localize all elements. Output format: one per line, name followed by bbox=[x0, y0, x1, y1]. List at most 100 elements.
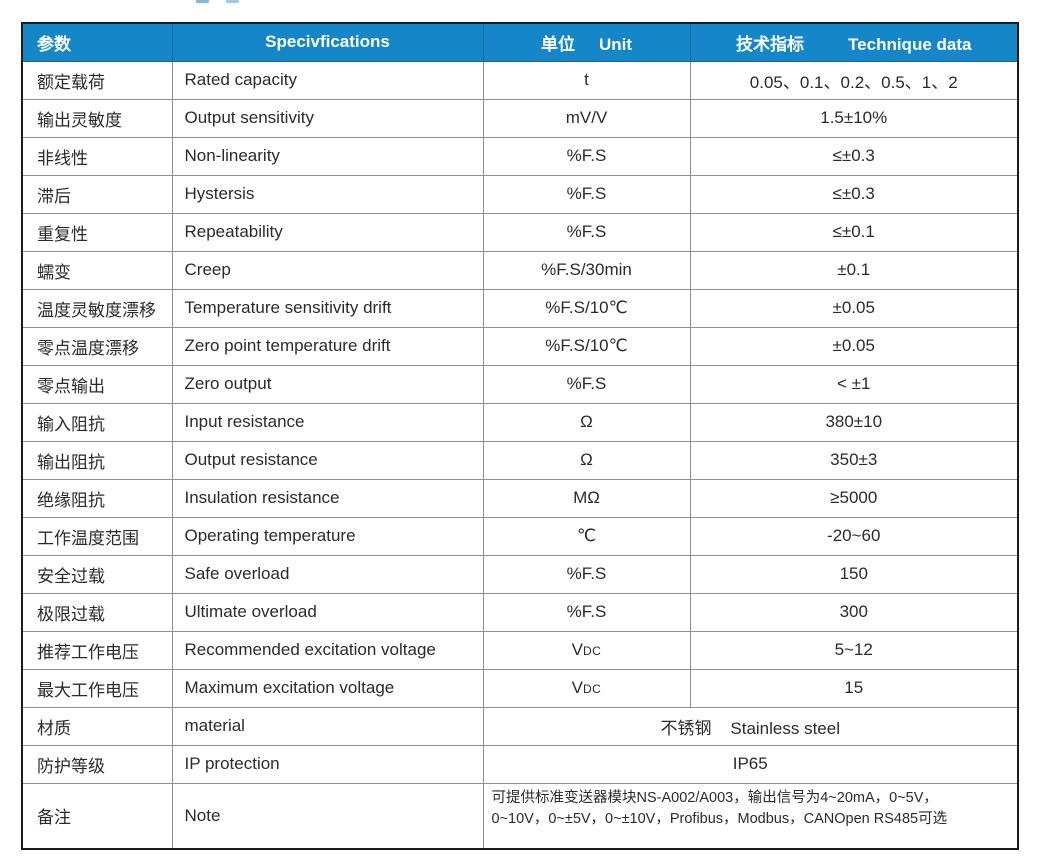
table-row: 非线性 Non-linearity %F.S ≤±0.3 bbox=[21, 136, 1019, 176]
table-row: 零点输出 Zero output %F.S < ±1 bbox=[21, 364, 1019, 404]
header-tech-en: Technique data bbox=[848, 34, 972, 54]
param-cn-cell: 输入阻抗 bbox=[21, 402, 173, 442]
table-row: 最大工作电压 Maximum excitation voltage VDC 15 bbox=[21, 668, 1019, 708]
value-cell: ≥5000 bbox=[689, 478, 1019, 518]
value-cell: ≤±0.1 bbox=[689, 212, 1019, 252]
table-row: 备注 Note 可提供标准变送器模块NS-A002/A003，输出信号为4~20… bbox=[21, 782, 1019, 850]
unit-cell: %F.S bbox=[482, 364, 691, 404]
value-cell: < ±1 bbox=[689, 364, 1019, 404]
param-cn-cell: 极限过载 bbox=[21, 592, 173, 632]
spec-en-cell: Temperature sensitivity drift bbox=[171, 288, 484, 328]
specification-table: 参数 Specivfications 单位 Unit 技术指标 Technique … bbox=[21, 22, 1019, 850]
table-row: 推荐工作电压 Recommended excitation voltage VD… bbox=[21, 630, 1019, 670]
value-cell: -20~60 bbox=[689, 516, 1019, 556]
value-cell: 300 bbox=[689, 592, 1019, 632]
table-row: 输出灵敏度 Output sensitivity mV/V 1.5±10% bbox=[21, 98, 1019, 138]
spec-en-cell: Output resistance bbox=[171, 440, 484, 480]
spec-en-cell: Rated capacity bbox=[171, 60, 484, 100]
table-row: 蠕变 Creep %F.S/30min ±0.1 bbox=[21, 250, 1019, 290]
param-cn-cell: 重复性 bbox=[21, 212, 173, 252]
param-cn-cell: 安全过载 bbox=[21, 554, 173, 594]
header-unit-cn: 单位 bbox=[540, 34, 575, 54]
unit-cell: Ω bbox=[482, 440, 691, 480]
param-cn-cell: 备注 bbox=[21, 782, 173, 850]
param-cn-cell: 防护等级 bbox=[21, 744, 173, 784]
spec-en-cell: Maximum excitation voltage bbox=[171, 668, 484, 708]
param-cn-cell: 推荐工作电压 bbox=[21, 630, 173, 670]
param-cn-cell: 额定载荷 bbox=[21, 60, 173, 100]
param-cn-cell: 输出灵敏度 bbox=[21, 98, 173, 138]
param-cn-cell: 滞后 bbox=[21, 174, 173, 214]
value-cell: 5~12 bbox=[689, 630, 1019, 670]
spec-en-cell: Zero output bbox=[171, 364, 484, 404]
value-cell: 350±3 bbox=[689, 440, 1019, 480]
value-cell: 380±10 bbox=[689, 402, 1019, 442]
spec-en-cell: Hystersis bbox=[171, 174, 484, 214]
spec-en-cell: IP protection bbox=[171, 744, 484, 784]
param-cn-cell: 绝缘阻抗 bbox=[21, 478, 173, 518]
spec-en-cell: Recommended excitation voltage bbox=[171, 630, 484, 670]
header-cell-unit: 单位 Unit bbox=[482, 23, 691, 62]
param-cn-cell: 温度灵敏度漂移 bbox=[21, 288, 173, 328]
unit-cell: mV/V bbox=[482, 98, 691, 138]
unit-cell: %F.S bbox=[482, 212, 691, 252]
table-row: 安全过载 Safe overload %F.S 150 bbox=[21, 554, 1019, 594]
table-row: 极限过载 Ultimate overload %F.S 300 bbox=[21, 592, 1019, 632]
param-cn-cell: 零点输出 bbox=[21, 364, 173, 404]
merged-value-cell: IP65 bbox=[482, 744, 1019, 784]
unit-cell: VDC bbox=[482, 668, 691, 708]
table-row: 输出阻抗 Output resistance Ω 350±3 bbox=[21, 440, 1019, 480]
spec-en-cell: material bbox=[171, 706, 484, 746]
unit-cell: %F.S bbox=[482, 592, 691, 632]
spec-en-cell: Operating temperature bbox=[171, 516, 484, 556]
table-row: 输入阻抗 Input resistance Ω 380±10 bbox=[21, 402, 1019, 442]
note-value-cell: 可提供标准变送器模块NS-A002/A003，输出信号为4~20mA，0~5V，… bbox=[482, 782, 1019, 850]
spec-en-cell: Output sensitivity bbox=[171, 98, 484, 138]
cropped-text-fragment bbox=[196, 0, 209, 3]
value-cell: ±0.05 bbox=[689, 288, 1019, 328]
header-cell-technique-data: 技术指标 Technique data bbox=[689, 23, 1019, 62]
value-cell: ±0.05 bbox=[689, 326, 1019, 366]
unit-cell: %F.S/30min bbox=[482, 250, 691, 290]
value-cell: 150 bbox=[689, 554, 1019, 594]
merged-value-cell: 不锈钢 Stainless steel bbox=[482, 706, 1019, 746]
table-row: 额定载荷 Rated capacity t 0.05、0.1、0.2、0.5、1… bbox=[21, 60, 1019, 100]
unit-cell: %F.S bbox=[482, 174, 691, 214]
param-cn-cell: 蠕变 bbox=[21, 250, 173, 290]
header-cell-param: 参数 bbox=[21, 23, 173, 62]
param-cn-cell: 输出阻抗 bbox=[21, 440, 173, 480]
header-param-label: 参数 bbox=[37, 34, 71, 54]
spec-en-cell: Zero point temperature drift bbox=[171, 326, 484, 366]
unit-cell: %F.S/10℃ bbox=[482, 288, 691, 328]
table-header: 参数 Specivfications 单位 Unit 技术指标 Technique … bbox=[21, 23, 1019, 62]
unit-cell: %F.S/10℃ bbox=[482, 326, 691, 366]
spec-en-cell: Creep bbox=[171, 250, 484, 290]
param-cn-cell: 零点温度漂移 bbox=[21, 326, 173, 366]
unit-cell: t bbox=[482, 60, 691, 100]
spec-en-cell: Safe overload bbox=[171, 554, 484, 594]
table-row: 材质 material 不锈钢 Stainless steel bbox=[21, 706, 1019, 746]
param-cn-cell: 最大工作电压 bbox=[21, 668, 173, 708]
value-cell: 1.5±10% bbox=[689, 98, 1019, 138]
value-cell: ≤±0.3 bbox=[689, 136, 1019, 176]
header-spec-label: Specivfications bbox=[265, 32, 390, 52]
param-cn-cell: 工作温度范围 bbox=[21, 516, 173, 556]
table-row: 滞后 Hystersis %F.S ≤±0.3 bbox=[21, 174, 1019, 214]
table-row: 绝缘阻抗 Insulation resistance MΩ ≥5000 bbox=[21, 478, 1019, 518]
unit-cell: ℃ bbox=[482, 516, 691, 556]
param-cn-cell: 非线性 bbox=[21, 136, 173, 176]
value-cell: 0.05、0.1、0.2、0.5、1、2 bbox=[689, 60, 1019, 100]
unit-cell: Ω bbox=[482, 402, 691, 442]
header-unit-en: Unit bbox=[598, 34, 633, 54]
table-row: 工作温度范围 Operating temperature ℃ -20~60 bbox=[21, 516, 1019, 556]
value-cell: 15 bbox=[689, 668, 1019, 708]
header-cell-specifications: Specivfications bbox=[171, 23, 484, 62]
spec-en-cell: Note bbox=[171, 782, 484, 850]
spec-en-cell: Input resistance bbox=[171, 402, 484, 442]
spec-en-cell: Insulation resistance bbox=[171, 478, 484, 518]
spec-en-cell: Non-linearity bbox=[171, 136, 484, 176]
unit-cell: VDC bbox=[482, 630, 691, 670]
unit-cell: %F.S bbox=[482, 136, 691, 176]
cropped-text-fragment bbox=[226, 0, 239, 3]
spec-en-cell: Repeatability bbox=[171, 212, 484, 252]
